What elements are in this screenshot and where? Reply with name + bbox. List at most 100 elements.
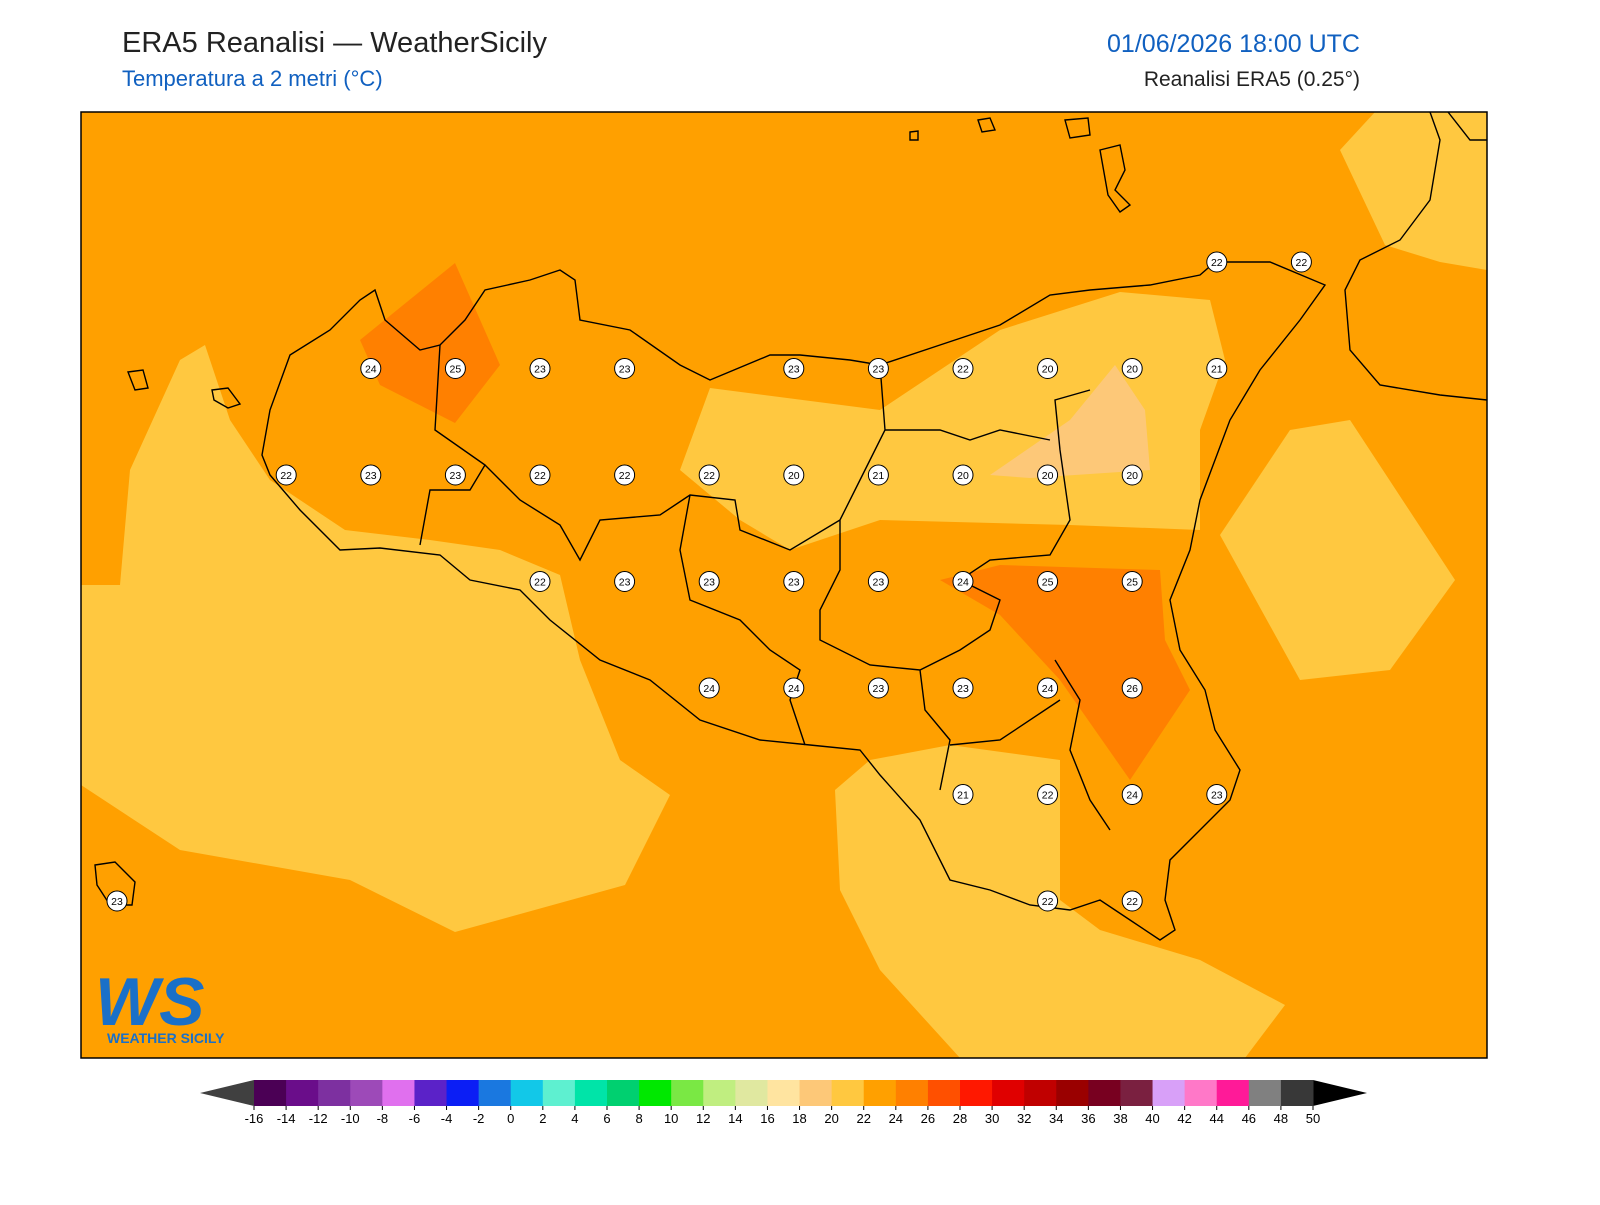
colorbar-bin (607, 1080, 640, 1106)
field-zone (1220, 420, 1455, 680)
colorbar-tick-label: -2 (473, 1111, 485, 1126)
colorbar-bin (350, 1080, 383, 1106)
colorbar-bin (863, 1080, 897, 1106)
station-marker (1037, 677, 1059, 699)
station-value: 22 (619, 470, 631, 482)
station-marker (867, 677, 889, 699)
station-marker (614, 464, 636, 486)
colorbar-bin (478, 1080, 512, 1106)
station-marker (1206, 358, 1228, 379)
colorbar-bin (895, 1080, 929, 1106)
station-value: 22 (1126, 896, 1138, 908)
station-value: 24 (1042, 683, 1054, 695)
station-marker (614, 358, 636, 379)
station-marker (952, 571, 974, 592)
station-value: 22 (534, 470, 546, 482)
colorbar-bin (1024, 1080, 1057, 1106)
colorbar-tick-label: 10 (664, 1111, 678, 1126)
colorbar-bin (960, 1080, 993, 1106)
colorbar-bin (1056, 1080, 1089, 1106)
colorbar-bin (414, 1080, 448, 1106)
field-zone (1340, 112, 1487, 270)
station-value: 20 (1126, 470, 1138, 482)
station-marker (952, 464, 974, 486)
station-value: 22 (1296, 257, 1308, 269)
station-marker (698, 464, 720, 486)
station-marker (614, 571, 636, 592)
colorbar-tick-label: 48 (1274, 1111, 1288, 1126)
field-zone (680, 292, 1225, 550)
station-value: 23 (873, 683, 885, 695)
colorbar-bin (382, 1080, 415, 1106)
station-value: 20 (1042, 364, 1054, 376)
field-zone (940, 565, 1190, 780)
colorbar-tick-label: 50 (1306, 1111, 1320, 1126)
colorbar-tick-label: 28 (953, 1111, 967, 1126)
station-value: 22 (280, 470, 292, 482)
station-marker (1121, 571, 1143, 592)
field-zone (990, 365, 1150, 478)
colorbar-bin (799, 1080, 833, 1106)
station-marker (1037, 571, 1059, 592)
colorbar: -16 -14 -12 -10 -8 -6 -4 -2 0 2 4 6 8 10 12 14 16 18 20 22 2… (245, 1080, 1320, 1126)
colorbar-tick-label: 18 (792, 1111, 806, 1126)
colorbar-tick-label: 4 (571, 1111, 578, 1126)
colorbar-bin (1248, 1080, 1282, 1106)
colorbar-tick-label: -14 (277, 1111, 296, 1126)
station-value: 20 (1042, 470, 1054, 482)
colorbar-tick-label: 6 (603, 1111, 610, 1126)
colorbar-extend-high (1313, 1080, 1367, 1106)
station-value: 24 (957, 577, 969, 589)
station-value: 23 (873, 364, 885, 376)
map-area (81, 112, 1487, 1058)
subtitle: Temperatura a 2 metri (°C) (122, 66, 383, 91)
colorbar-bin (1120, 1080, 1154, 1106)
station-value: 25 (1042, 577, 1054, 589)
station-value: 20 (788, 470, 800, 482)
station-value: 23 (873, 577, 885, 589)
colorbar-bin (1184, 1080, 1218, 1106)
station-marker (1037, 890, 1059, 912)
colorbar-bin (992, 1080, 1025, 1106)
station-marker (1121, 890, 1143, 912)
colorbar-bin (318, 1080, 351, 1106)
station-value: 22 (957, 364, 969, 376)
colorbar-extend-low (200, 1080, 254, 1106)
station-marker (783, 571, 805, 592)
colorbar-bin (1152, 1080, 1186, 1106)
colorbar-tick-label: -12 (309, 1111, 328, 1126)
colorbar-bin (639, 1080, 672, 1106)
colorbar-tick-label: -16 (245, 1111, 264, 1126)
station-marker (1037, 358, 1059, 379)
station-marker (783, 464, 805, 486)
station-value: 23 (957, 683, 969, 695)
colorbar-tick-label: 36 (1081, 1111, 1095, 1126)
colorbar-tick-label: 22 (856, 1111, 870, 1126)
map-frame (80, 111, 1488, 1059)
datetime: 01/06/2026 18:00 UTC (1107, 30, 1360, 58)
title: ERA5 Reanalisi — WeatherSicily (122, 27, 547, 59)
province-border (419, 344, 1111, 831)
station-marker (1206, 784, 1228, 805)
station-value: 23 (788, 364, 800, 376)
colorbar-bin (446, 1080, 480, 1106)
source: Reanalisi ERA5 (0.25°) (1144, 68, 1360, 91)
station-marker (106, 890, 128, 912)
station-value: 24 (788, 683, 800, 695)
colorbar-bin (1088, 1080, 1121, 1106)
station-value: 23 (365, 470, 377, 482)
station-value: 23 (703, 577, 715, 589)
station-value: 25 (450, 364, 462, 376)
coastline (261, 261, 1327, 941)
station-marker (1037, 784, 1059, 805)
field-zone (81, 345, 670, 932)
station-value: 23 (619, 364, 631, 376)
station-value: 24 (1126, 790, 1138, 802)
colorbar-bin (927, 1080, 961, 1106)
island (94, 117, 1132, 906)
field-zone (835, 745, 1285, 1058)
colorbar-tick-label: -8 (377, 1111, 389, 1126)
station-value: 24 (703, 683, 715, 695)
station-marker (529, 358, 551, 379)
